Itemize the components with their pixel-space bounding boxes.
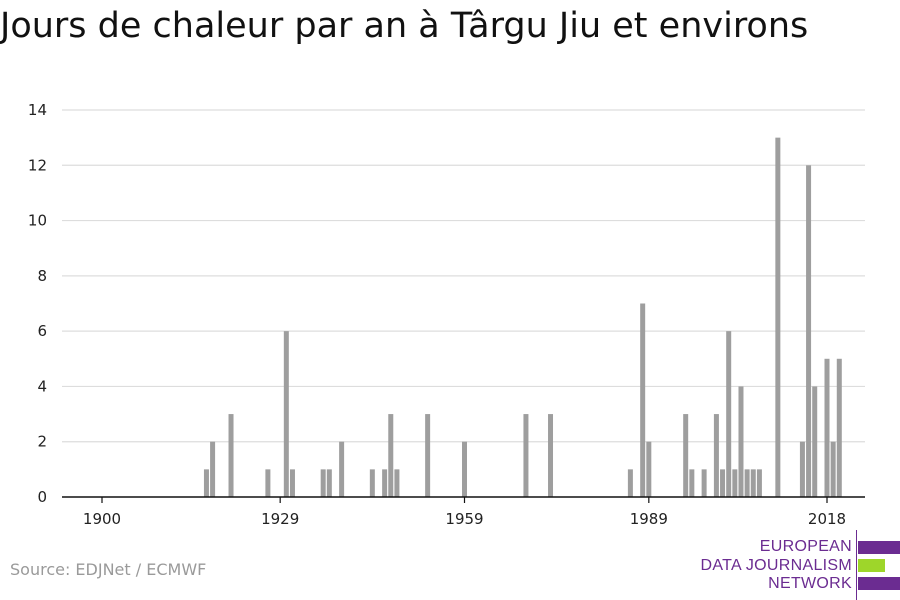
bar-2019 [830, 441, 836, 497]
bar-2007 [756, 469, 762, 497]
bar-2014 [799, 441, 805, 497]
logo-line-2: DATA JOURNALISM [700, 556, 852, 574]
bar-2015 [806, 165, 812, 498]
bar-1921 [228, 414, 234, 497]
bar-1953 [425, 414, 431, 497]
bar-1996 [689, 469, 695, 497]
bar-2020 [836, 358, 842, 497]
y-tick-label-6: 6 [37, 322, 47, 340]
x-tick-label-1900: 1900 [83, 510, 121, 528]
bar-1931 [289, 469, 295, 497]
bar-2001 [720, 469, 726, 497]
bar-1989 [646, 441, 652, 497]
y-tick-labels: 0 2 4 6 8 10 12 14 [28, 101, 47, 506]
bar-1959 [462, 441, 467, 497]
bar-2016 [812, 386, 818, 497]
bar-2002 [726, 331, 732, 497]
source-note: Source: EDJNet / ECMWF [10, 560, 207, 579]
y-tick-label-14: 14 [28, 101, 47, 119]
bar-1927 [265, 469, 271, 497]
bar-2000 [713, 414, 719, 497]
bar-1936 [320, 469, 326, 497]
bar-1986 [627, 469, 633, 497]
bar-1947 [388, 414, 394, 497]
logo-line-1: EUROPEAN [759, 538, 852, 555]
y-tick-label-8: 8 [37, 267, 47, 285]
bar-1998 [701, 469, 707, 497]
bar-2010 [775, 137, 781, 497]
bar-1973 [548, 414, 554, 497]
bar-2003 [732, 469, 738, 497]
bar-1944 [369, 469, 375, 497]
y-tick-label-10: 10 [28, 212, 47, 230]
x-tick-label-1929: 1929 [261, 510, 299, 528]
y-tick-label-12: 12 [28, 156, 47, 174]
bar-1969 [523, 414, 529, 497]
logo-bar-green [858, 559, 885, 572]
bar-1937 [326, 469, 332, 497]
logo-bar-purple-bottom [858, 577, 900, 590]
bar-1939 [339, 441, 345, 497]
x-tick-label-1989: 1989 [630, 510, 668, 528]
bar-1917 [203, 469, 209, 497]
bar-2005 [744, 469, 750, 497]
edjnet-logo: EUROPEAN DATA JOURNALISM NETWORK [701, 538, 852, 594]
bar-2006 [750, 469, 756, 497]
x-tick-label-1959: 1959 [445, 510, 483, 528]
logo-divider [856, 530, 857, 600]
logo-line-3: NETWORK [768, 575, 852, 592]
bar-2004 [738, 386, 744, 497]
x-tick-labels: 1900 1929 1959 1989 2018 [83, 510, 846, 528]
chart-title: Jours de chaleur par an à Târgu Jiu et e… [0, 6, 809, 46]
bar-1988 [640, 303, 646, 497]
bar-1946 [382, 469, 388, 497]
bar-1918 [210, 441, 216, 497]
bar-2018 [824, 358, 830, 497]
bar-1948 [394, 469, 400, 497]
logo-bar-purple-top [858, 541, 900, 554]
axes [62, 496, 865, 503]
y-tick-label-0: 0 [37, 488, 47, 506]
x-tick-label-2018: 2018 [808, 510, 846, 528]
y-tick-label-2: 2 [37, 433, 47, 451]
bar-1995 [683, 414, 689, 497]
y-tick-label-4: 4 [37, 377, 47, 395]
bar-1930 [283, 331, 289, 497]
bars [203, 137, 842, 498]
grid-lines [62, 109, 865, 443]
